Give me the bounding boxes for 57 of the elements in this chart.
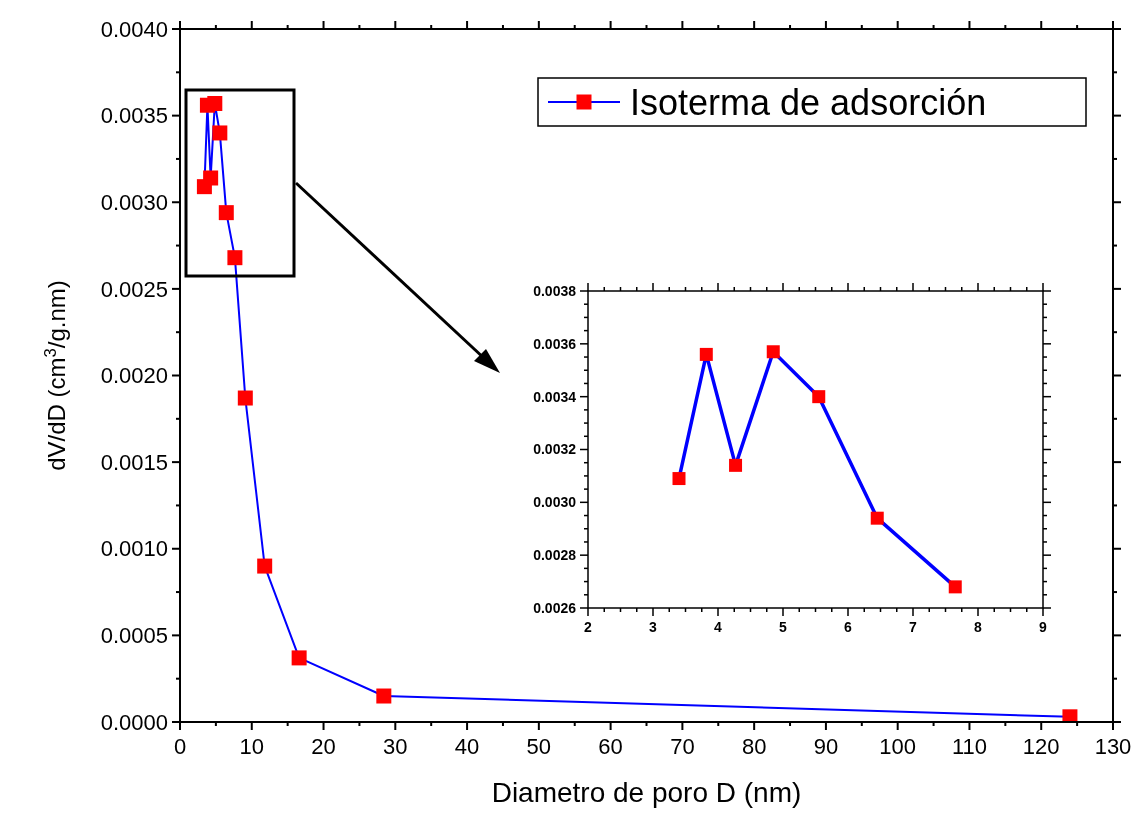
point — [766, 345, 780, 359]
point — [672, 472, 686, 486]
point — [1062, 709, 1078, 722]
y-tick-label: 0.0030 — [533, 494, 577, 511]
x-tick-label: 2 — [584, 619, 593, 635]
point — [376, 688, 392, 704]
point — [237, 390, 253, 406]
x-tick-label: 6 — [844, 619, 853, 635]
y-tick-label: 0.0036 — [533, 335, 577, 352]
y-tick-label: 0.0032 — [533, 441, 577, 458]
point — [812, 390, 826, 404]
x-tick-label: 120 — [1022, 734, 1060, 759]
x-tick-label: 50 — [526, 734, 552, 759]
x-tick-label: 130 — [1094, 734, 1132, 759]
point — [291, 650, 307, 666]
x-tick-label: 90 — [813, 734, 839, 759]
x-tick-label: 70 — [670, 734, 695, 759]
x-tick-label: 40 — [454, 734, 480, 759]
y-tick-label: 0.0026 — [533, 599, 577, 616]
y-tick-label: 0.0000 — [100, 709, 168, 735]
point — [257, 558, 273, 574]
x-tick-label: 3 — [649, 619, 658, 635]
y-tick-label: 0.0030 — [100, 189, 168, 215]
point — [203, 170, 219, 186]
x-tick-label: 7 — [909, 619, 918, 635]
x-tick-label: 80 — [741, 734, 767, 759]
y-tick-label: 0.0028 — [533, 547, 577, 564]
x-tick-label: 30 — [383, 734, 408, 759]
y-tick-label: 0.0038 — [533, 282, 577, 299]
point — [729, 458, 743, 472]
point — [207, 96, 223, 111]
y-tick-label: 0.0020 — [100, 363, 168, 389]
x-tick-label: 9 — [1039, 619, 1048, 635]
y-tick-label: 0.0015 — [100, 449, 168, 475]
x-tick-label: 60 — [598, 734, 623, 759]
point — [948, 580, 962, 594]
y-tick-label: 0.0010 — [100, 536, 168, 562]
x-tick-label: 20 — [311, 734, 336, 759]
y-tick-label: 0.0005 — [100, 623, 168, 649]
y-tick-label: 0.0025 — [100, 276, 168, 302]
point — [227, 250, 243, 266]
x-axis-title: Diametro de poro D (nm) — [491, 777, 802, 808]
point — [699, 347, 713, 361]
x-tick-label: 4 — [714, 619, 723, 635]
y-tick-label: 0.0040 — [100, 16, 168, 42]
x-tick-label: 10 — [239, 734, 265, 759]
y-tick-label: 0.0034 — [533, 388, 577, 405]
point — [218, 205, 234, 221]
x-tick-label: 110 — [951, 734, 987, 759]
y-tick-label: 0.0035 — [100, 103, 168, 129]
x-tick-label: 0 — [173, 734, 187, 759]
x-tick-label: 100 — [879, 734, 917, 759]
point — [212, 125, 228, 141]
point — [870, 511, 884, 525]
legend-label: Isoterma de adsorción — [630, 81, 987, 123]
x-tick-label: 8 — [974, 619, 983, 635]
x-tick-label: 5 — [779, 619, 788, 635]
